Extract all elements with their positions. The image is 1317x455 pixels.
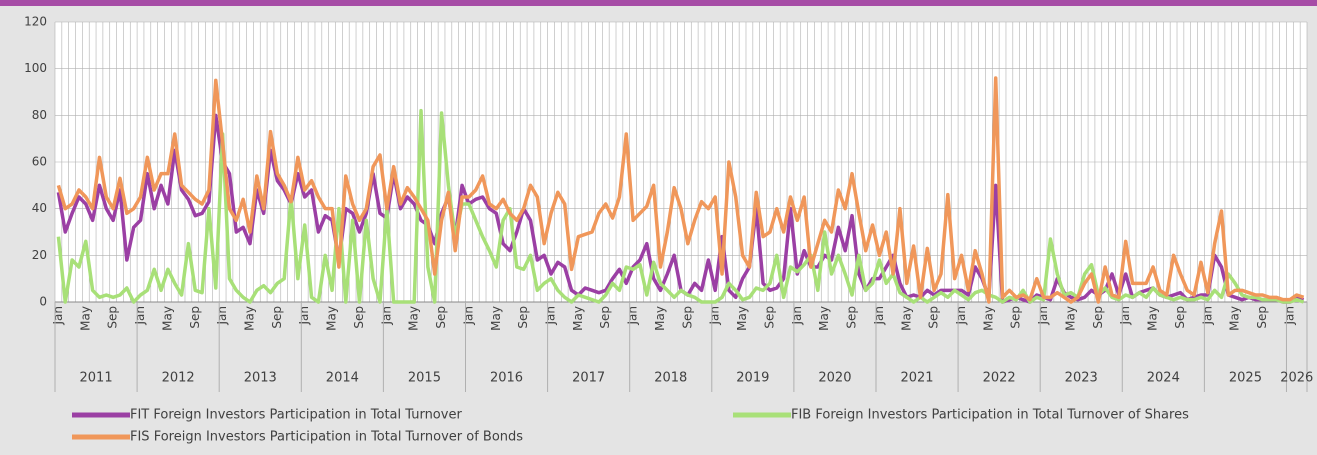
y-tick-label: 120 — [24, 15, 47, 29]
x-tick-label: May — [160, 306, 174, 331]
x-tick-label: May — [571, 306, 585, 331]
x-tick-label: May — [489, 306, 503, 331]
x-tick-label: May — [653, 306, 667, 331]
x-tick-label: Jan — [215, 306, 229, 326]
x-tick-label: Sep — [106, 306, 120, 329]
x-tick-label: Jan — [379, 306, 393, 326]
x-tick-label: Sep — [598, 306, 612, 329]
x-tick-label: Sep — [1173, 306, 1187, 329]
y-tick-label: 0 — [39, 295, 47, 309]
year-label: 2018 — [654, 371, 687, 386]
y-tick-label: 40 — [32, 201, 47, 215]
x-tick-label: Sep — [680, 306, 694, 329]
y-tick-label: 20 — [32, 248, 47, 262]
year-label: 2011 — [80, 371, 113, 386]
x-tick-label: Jan — [1282, 306, 1296, 326]
year-label: 2021 — [900, 371, 933, 386]
x-tick-label: May — [407, 306, 421, 331]
year-label: 2022 — [983, 371, 1016, 386]
year-label: 2020 — [818, 371, 851, 386]
x-tick-label: May — [735, 306, 749, 331]
x-tick-label: Jan — [1118, 306, 1132, 326]
x-tick-label: May — [1228, 306, 1242, 331]
year-label: 2015 — [408, 371, 441, 386]
x-tick-label: Sep — [352, 306, 366, 329]
series-line — [56, 108, 1305, 304]
x-tick-label: Jan — [51, 306, 65, 326]
year-label: 2014 — [326, 371, 359, 386]
x-tick-label: Jan — [461, 306, 475, 326]
year-label: 2017 — [572, 371, 605, 386]
x-tick-label: Jan — [1036, 306, 1050, 326]
year-label: 2026 — [1280, 371, 1313, 386]
x-tick-label: May — [899, 306, 913, 331]
x-tick-label: Jan — [133, 306, 147, 326]
y-tick-label: 80 — [32, 108, 47, 122]
year-label: 2023 — [1065, 371, 1098, 386]
x-tick-label: May — [1063, 306, 1077, 331]
x-tick-label: May — [242, 306, 256, 331]
series-line — [56, 76, 1305, 304]
year-label: 2012 — [162, 371, 195, 386]
x-tick-label: Sep — [434, 306, 448, 329]
x-tick-label: Sep — [516, 306, 530, 329]
year-label: 2016 — [490, 371, 523, 386]
year-label: 2013 — [244, 371, 277, 386]
x-tick-label: May — [325, 306, 339, 331]
y-tick-label: 100 — [24, 61, 47, 75]
x-tick-label: Jan — [954, 306, 968, 326]
x-tick-label: Sep — [845, 306, 859, 329]
x-tick-label: Jan — [297, 306, 311, 326]
year-label: 2019 — [736, 371, 769, 386]
x-tick-label: Jan — [790, 306, 804, 326]
y-tick-label: 60 — [32, 155, 47, 169]
x-tick-label: Sep — [270, 306, 284, 329]
top-bar — [0, 0, 1317, 6]
year-label: 2025 — [1229, 371, 1262, 386]
legend-label: FIT Foreign Investors Participation in T… — [130, 408, 462, 423]
year-label: 2024 — [1147, 371, 1180, 386]
x-tick-label: Jan — [708, 306, 722, 326]
legend-label: FIS Foreign Investors Participation in T… — [130, 430, 523, 445]
x-tick-label: May — [1146, 306, 1160, 331]
x-tick-label: Jan — [872, 306, 886, 326]
x-tick-label: May — [817, 306, 831, 331]
x-tick-label: May — [78, 306, 92, 331]
x-tick-label: Sep — [927, 306, 941, 329]
x-tick-label: Jan — [1200, 306, 1214, 326]
x-tick-label: Sep — [1009, 306, 1023, 329]
x-tick-label: Sep — [188, 306, 202, 329]
x-tick-label: Sep — [1091, 306, 1105, 329]
x-tick-label: Sep — [762, 306, 776, 329]
x-tick-label: Jan — [544, 306, 558, 326]
legend-label: FIB Foreign Investors Participation in T… — [791, 408, 1189, 423]
x-tick-label: May — [981, 306, 995, 331]
x-tick-label: Jan — [626, 306, 640, 326]
x-tick-label: Sep — [1255, 306, 1269, 329]
